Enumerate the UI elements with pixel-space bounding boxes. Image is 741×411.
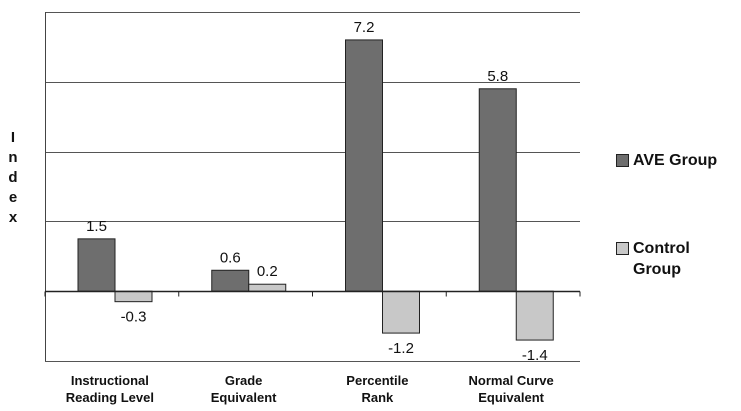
x-tick-label-0: Instructional Reading Level: [66, 373, 154, 405]
legend-item-ave-group: AVE Group: [616, 150, 717, 171]
bar-control-0: [114, 290, 153, 303]
bar-control-2: [382, 290, 420, 334]
legend-item-control-group: Control Group: [616, 238, 716, 280]
x-tick-label-line: Instructional: [71, 373, 149, 388]
x-tick-label-1: Grade Equivalent: [211, 373, 277, 405]
x-tick-label-line: Normal Curve: [469, 373, 554, 388]
data-label-control-3: -1.4: [522, 347, 548, 364]
x-tick-label-line: Rank: [361, 390, 394, 405]
data-label-control-0: -0.3: [121, 309, 147, 326]
data-label-control-1: 0.2: [257, 263, 278, 280]
x-tick-label-line: Reading Level: [66, 390, 154, 405]
data-label-ave-2: 7.2: [354, 19, 375, 36]
legend-label-control-group: Control Group: [633, 240, 690, 278]
bar-ave-2: [345, 39, 383, 292]
x-tick-label-line: Percentile: [346, 373, 408, 388]
x-tick-label-2: Percentile Rank: [346, 373, 408, 405]
bar-ave-1: [211, 269, 250, 292]
legend-label-ave-group: AVE Group: [633, 152, 718, 169]
bar-control-1: [248, 283, 287, 292]
data-label-ave-1: 0.6: [220, 249, 241, 266]
x-tick-label-line: Equivalent: [211, 390, 277, 405]
bar-ave-0: [77, 238, 116, 292]
x-tick-label-3: Normal Curve Equivalent: [469, 373, 554, 405]
bar-ave-3: [478, 88, 517, 292]
data-label-ave-3: 5.8: [487, 68, 508, 85]
y-axis-label: I n d e x: [8, 129, 18, 226]
bar-control-3: [515, 290, 554, 341]
data-label-ave-0: 1.5: [86, 218, 107, 235]
legend-swatch-control-group: [616, 242, 629, 255]
data-label-control-2: -1.2: [388, 340, 414, 357]
legend-swatch-ave-group: [616, 154, 629, 167]
x-tick-label-line: Grade: [225, 373, 263, 388]
x-tick-label-line: Equivalent: [478, 390, 544, 405]
